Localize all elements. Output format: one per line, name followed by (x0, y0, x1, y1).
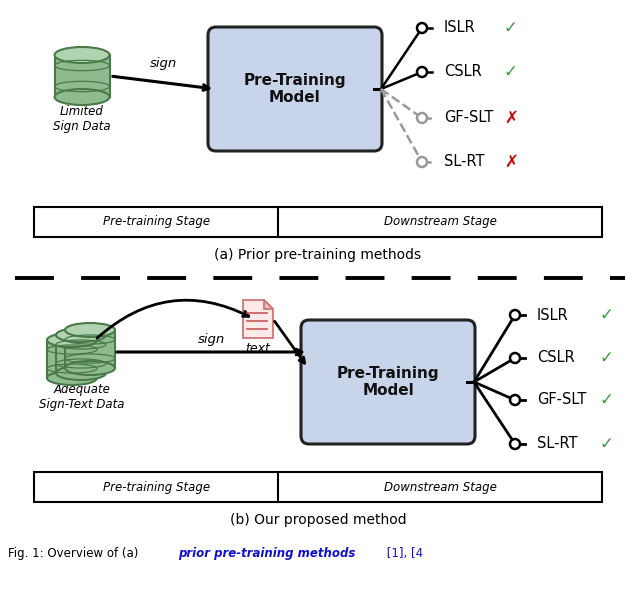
Text: CSLR: CSLR (444, 65, 482, 80)
Circle shape (510, 439, 520, 449)
Text: (b) Our proposed method: (b) Our proposed method (230, 513, 406, 527)
Circle shape (510, 395, 520, 405)
Text: SL-RT: SL-RT (444, 155, 484, 170)
Text: Downstream Stage: Downstream Stage (384, 481, 497, 493)
Ellipse shape (54, 89, 109, 105)
Polygon shape (264, 300, 273, 309)
Text: Fig. 1: Overview of (a): Fig. 1: Overview of (a) (8, 547, 142, 559)
FancyBboxPatch shape (301, 320, 475, 444)
Text: ✓: ✓ (600, 306, 614, 324)
Polygon shape (243, 300, 273, 338)
Text: sign: sign (198, 333, 225, 347)
Ellipse shape (47, 371, 97, 385)
Text: Pre-Training
Model: Pre-Training Model (337, 366, 439, 398)
Bar (34, 207, 602, 237)
Circle shape (417, 157, 427, 167)
Circle shape (417, 113, 427, 123)
Text: ✗: ✗ (504, 109, 518, 127)
Text: GF-SLT: GF-SLT (537, 393, 586, 408)
Text: GF-SLT: GF-SLT (444, 111, 493, 126)
Text: Downstream Stage: Downstream Stage (384, 216, 497, 228)
Bar (65, 330, 115, 368)
Text: (a) Prior pre-training methods: (a) Prior pre-training methods (214, 248, 422, 262)
Text: ✓: ✓ (600, 349, 614, 367)
Bar (56, 335, 106, 373)
Ellipse shape (54, 47, 109, 63)
Bar (34, 472, 602, 502)
Text: ✗: ✗ (504, 153, 518, 171)
Text: text: text (246, 342, 271, 355)
Bar (54, 55, 109, 97)
Ellipse shape (65, 323, 115, 337)
Text: Pre-training Stage: Pre-training Stage (102, 216, 210, 228)
Text: CSLR: CSLR (537, 350, 575, 365)
Text: Adequate
Sign-Text Data: Adequate Sign-Text Data (39, 383, 125, 411)
Ellipse shape (56, 366, 106, 380)
Text: Limited
Sign Data: Limited Sign Data (53, 105, 111, 133)
Ellipse shape (56, 328, 106, 342)
Text: sign: sign (149, 57, 177, 71)
Bar (47, 340, 97, 378)
Text: ISLR: ISLR (537, 307, 569, 323)
Circle shape (417, 23, 427, 33)
Text: SL-RT: SL-RT (537, 437, 577, 452)
Text: [1], [4: [1], [4 (383, 547, 423, 559)
Ellipse shape (65, 361, 115, 375)
Text: prior pre-training methods: prior pre-training methods (178, 547, 355, 559)
Circle shape (510, 310, 520, 320)
Text: ✓: ✓ (600, 391, 614, 409)
Circle shape (417, 67, 427, 77)
Text: ✓: ✓ (504, 63, 518, 81)
Text: Pre-training Stage: Pre-training Stage (102, 481, 210, 493)
Text: ✓: ✓ (504, 19, 518, 37)
Circle shape (510, 353, 520, 363)
Text: Pre-Training
Model: Pre-Training Model (244, 73, 346, 105)
Text: ISLR: ISLR (444, 21, 476, 36)
FancyBboxPatch shape (208, 27, 382, 151)
Ellipse shape (47, 333, 97, 347)
Text: ✓: ✓ (600, 435, 614, 453)
